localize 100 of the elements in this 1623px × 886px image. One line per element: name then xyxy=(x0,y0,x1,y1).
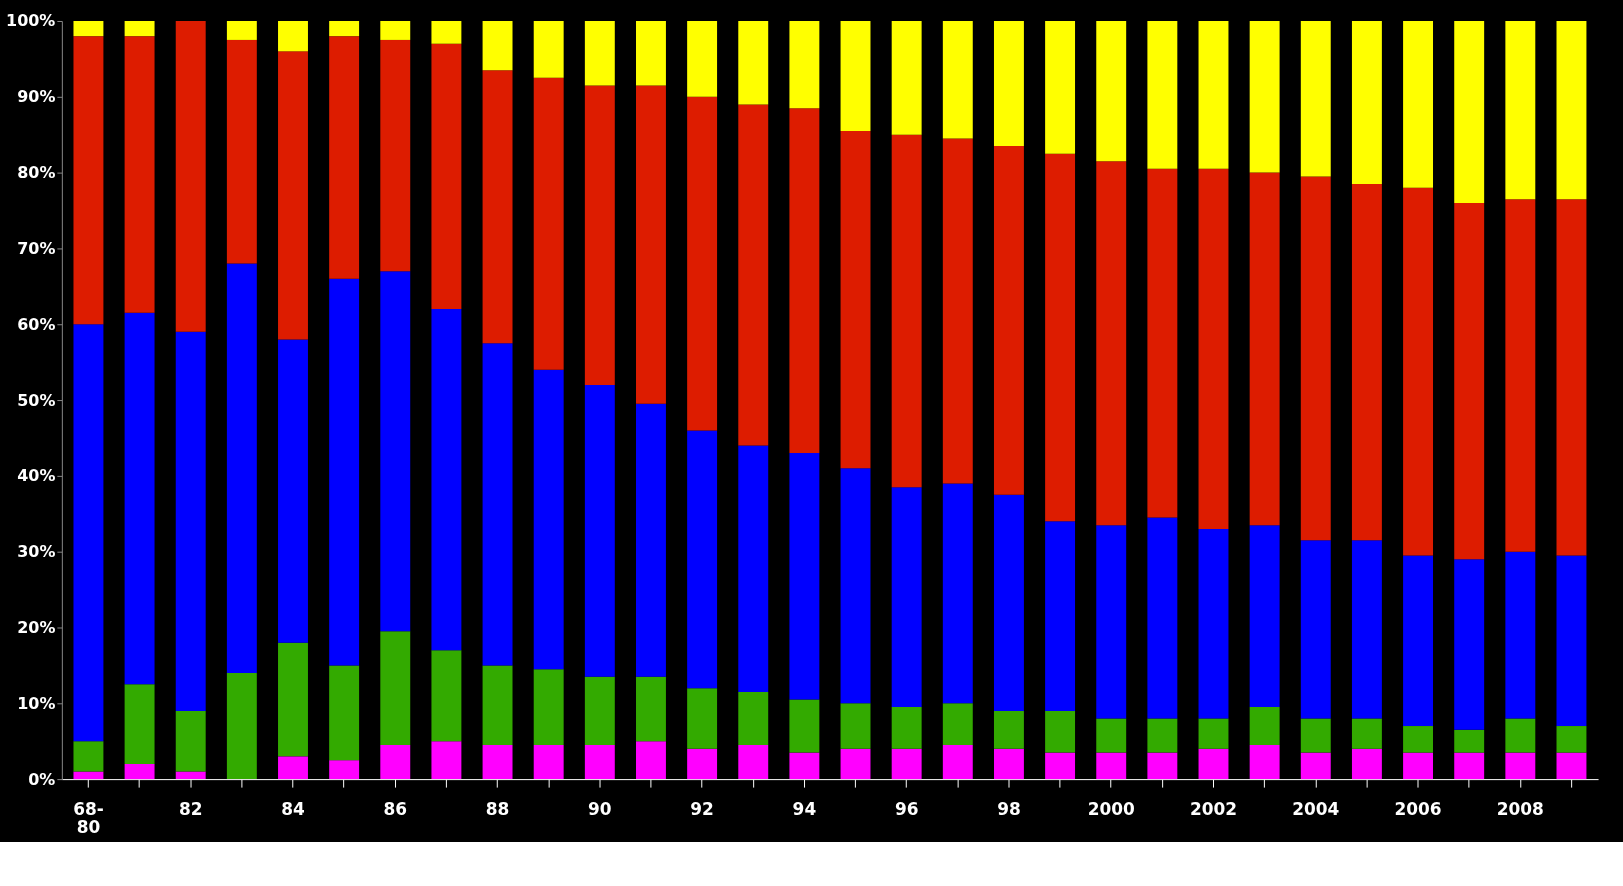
x-tick-label: 2004 xyxy=(1292,798,1340,819)
bar xyxy=(124,763,155,780)
bar xyxy=(175,710,206,772)
bar xyxy=(738,745,769,780)
bar xyxy=(1249,707,1280,745)
bar xyxy=(278,756,308,780)
bar xyxy=(1198,748,1229,780)
bar xyxy=(1351,540,1382,719)
bar xyxy=(380,745,411,780)
bar xyxy=(1198,168,1229,529)
bar xyxy=(942,20,973,139)
bar xyxy=(1045,153,1076,522)
bar xyxy=(431,741,462,780)
x-tick-label: 86 xyxy=(383,798,408,819)
bar xyxy=(73,20,104,37)
bar xyxy=(278,339,308,643)
bar xyxy=(1454,202,1485,560)
bar xyxy=(840,703,871,749)
bar xyxy=(1403,20,1434,188)
bar xyxy=(840,20,871,131)
bar xyxy=(1147,168,1178,518)
bar xyxy=(278,51,308,340)
bar xyxy=(1351,183,1382,541)
bar xyxy=(533,669,564,745)
x-tick-label: 2006 xyxy=(1394,798,1442,819)
bar xyxy=(789,752,820,780)
bar xyxy=(533,20,564,78)
bar xyxy=(175,20,206,332)
bar xyxy=(993,748,1024,780)
bar xyxy=(584,384,615,677)
bar xyxy=(891,707,922,749)
bar xyxy=(1045,20,1076,154)
bar xyxy=(1556,199,1587,556)
bar xyxy=(636,741,666,780)
bar xyxy=(942,483,973,704)
bar xyxy=(226,672,257,780)
bar xyxy=(73,324,104,742)
bar xyxy=(687,688,718,749)
bar xyxy=(482,70,513,344)
bar xyxy=(1505,551,1536,719)
bar xyxy=(175,331,206,711)
bar xyxy=(1045,710,1076,753)
bar xyxy=(226,39,257,264)
bar xyxy=(329,760,360,780)
bar xyxy=(993,494,1024,711)
bar xyxy=(380,20,411,40)
bar xyxy=(1556,555,1587,727)
bar xyxy=(124,20,155,37)
y-tick-label: 40% xyxy=(17,466,56,486)
bar xyxy=(636,85,666,404)
bar xyxy=(124,36,155,313)
x-tick-label: 94 xyxy=(792,798,817,819)
bar xyxy=(1351,20,1382,184)
bar xyxy=(942,745,973,780)
bar xyxy=(891,134,922,488)
bar xyxy=(226,263,257,673)
bar xyxy=(380,631,411,745)
bar xyxy=(1505,20,1536,200)
bar xyxy=(584,745,615,780)
bar xyxy=(636,20,666,86)
x-tick-label: 2000 xyxy=(1087,798,1135,819)
bar xyxy=(993,146,1024,495)
bar xyxy=(584,676,615,745)
x-tick-label: 2008 xyxy=(1496,798,1544,819)
bar xyxy=(840,130,871,469)
bar xyxy=(1147,718,1178,753)
bar xyxy=(1147,20,1178,169)
bar xyxy=(1403,752,1434,780)
bar xyxy=(1556,726,1587,753)
bar xyxy=(1403,726,1434,753)
bar xyxy=(1505,718,1536,753)
y-tick-label: 10% xyxy=(17,693,56,713)
bar xyxy=(1249,525,1280,708)
y-tick-label: 0% xyxy=(28,769,56,789)
x-tick-label: 88 xyxy=(485,798,510,819)
bar xyxy=(891,748,922,780)
bar xyxy=(687,20,718,97)
bar xyxy=(1454,559,1485,730)
bar xyxy=(1403,555,1434,727)
bar xyxy=(1249,20,1280,173)
bar xyxy=(1300,540,1331,719)
bar xyxy=(175,771,206,780)
bar xyxy=(584,85,615,385)
x-tick-label: 82 xyxy=(178,798,203,819)
bar xyxy=(533,77,564,370)
bar xyxy=(636,676,666,742)
bar xyxy=(1096,525,1127,719)
bar xyxy=(1249,745,1280,780)
bar xyxy=(1045,521,1076,711)
x-tick-label: 92 xyxy=(690,798,714,819)
bar xyxy=(687,748,718,780)
bar xyxy=(1198,528,1229,719)
bar xyxy=(1300,718,1331,753)
bar xyxy=(1147,752,1178,780)
bar xyxy=(124,684,155,764)
bar xyxy=(1403,187,1434,556)
bar xyxy=(1096,20,1127,162)
x-tick-label: 84 xyxy=(281,798,305,819)
bar xyxy=(73,771,104,780)
bar xyxy=(482,343,513,666)
